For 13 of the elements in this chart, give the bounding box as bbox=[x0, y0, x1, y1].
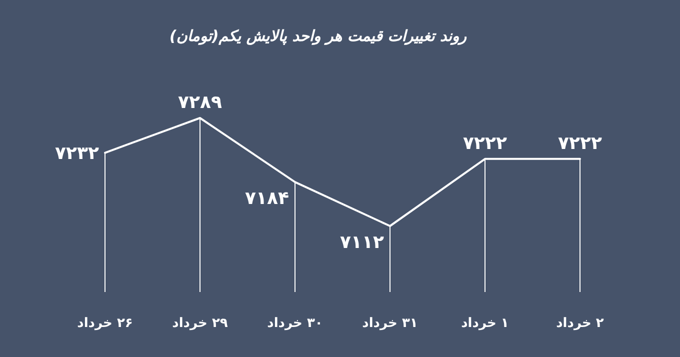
x-tick-label: ۲ خرداد bbox=[556, 316, 604, 331]
data-label: ۷۲۸۹ bbox=[178, 92, 222, 113]
data-label: ۷۲۲۲ bbox=[558, 132, 602, 154]
x-tick-label: ۳۰ خرداد bbox=[267, 316, 323, 331]
data-label: ۷۲۳۲ bbox=[55, 142, 100, 164]
data-label: ۷۱۱۲ bbox=[340, 232, 384, 253]
x-tick-label: ۱ خرداد bbox=[461, 316, 509, 331]
data-label: ۷۱۸۴ bbox=[245, 188, 290, 210]
x-tick-label: ۲۶ خرداد bbox=[77, 316, 133, 331]
x-tick-label: ۳۱ خرداد bbox=[362, 316, 418, 331]
x-tick-label: ۲۹ خرداد bbox=[172, 316, 228, 331]
chart-title: روند تغییرات قیمت هر واحد پالایش یکم(تومان) bbox=[169, 27, 468, 45]
data-label: ۷۲۲۲ bbox=[463, 132, 507, 154]
